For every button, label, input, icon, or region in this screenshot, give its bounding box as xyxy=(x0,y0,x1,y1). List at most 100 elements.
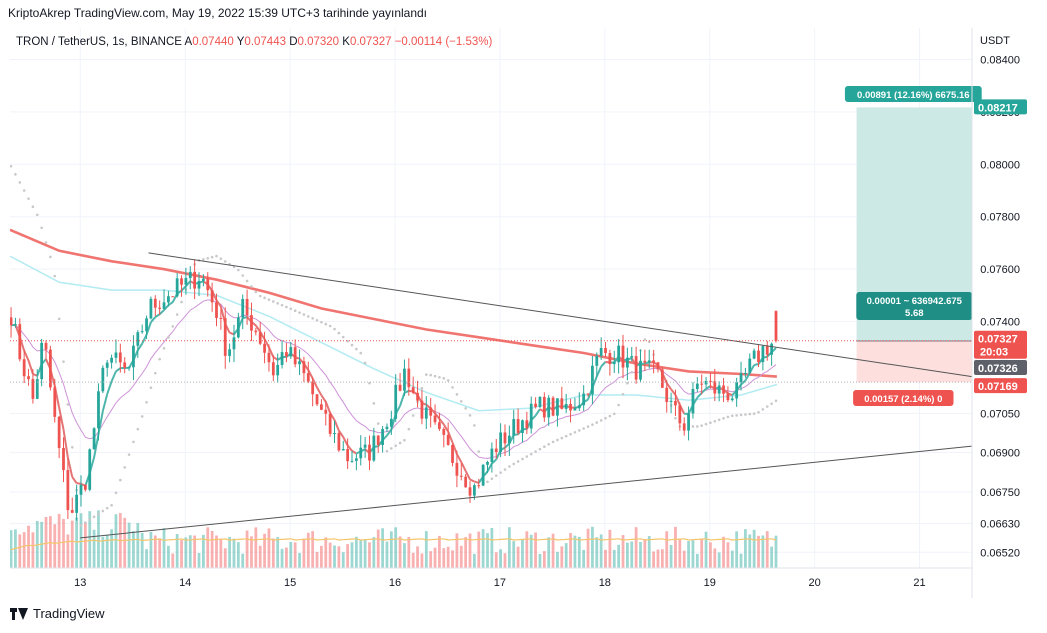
ema-fast-segment xyxy=(185,280,192,287)
volume-bar xyxy=(62,518,65,568)
volume-bar xyxy=(403,543,406,568)
ema-fast-segment xyxy=(438,418,445,426)
position-tool[interactable] xyxy=(856,107,972,383)
psar-dot xyxy=(425,373,428,376)
candle-body xyxy=(320,404,323,410)
candle-body xyxy=(127,367,131,369)
psar-dot xyxy=(254,290,258,294)
candle-body xyxy=(503,432,507,444)
ema-short-line xyxy=(10,299,777,460)
volume-bar xyxy=(700,539,704,568)
candle-body xyxy=(621,345,625,368)
ema-fast-segment xyxy=(434,412,441,420)
psar-dot xyxy=(306,315,310,318)
volume-bar xyxy=(350,542,354,568)
candle-body xyxy=(560,398,564,409)
volume-bar xyxy=(599,534,603,568)
legend-key: Y xyxy=(237,36,245,48)
psar-dot xyxy=(298,311,301,314)
center-label-bg xyxy=(856,292,973,320)
psar-dot xyxy=(88,518,92,522)
time-axis[interactable]: 13 14 15 16 17 18 19 20 21 xyxy=(74,577,926,589)
candle-body xyxy=(433,415,437,423)
candle-body xyxy=(490,448,494,462)
stop-label-bg xyxy=(853,390,954,406)
candle-body xyxy=(761,346,765,363)
volume-bar xyxy=(101,536,105,568)
price-axis[interactable]: 0.084000.082000.080000.078000.076000.074… xyxy=(980,54,1020,559)
candle-body xyxy=(354,458,358,461)
ema-fast-segment xyxy=(491,458,497,465)
volume-bar xyxy=(127,522,131,568)
position-labels[interactable]: 0.00891 (12.16%) 6675.16 0.00001 ~ 636942… xyxy=(844,86,982,406)
ema-fast-segment xyxy=(486,462,493,472)
candle-body xyxy=(79,484,83,495)
ema-fast-segment xyxy=(145,321,152,336)
ema-fast-segment xyxy=(399,392,406,407)
trendlines[interactable] xyxy=(80,252,973,539)
candle-body xyxy=(241,298,245,318)
price-chart[interactable]: 0.00891 (12.16%) 6675.16 0.00001 ~ 636942… xyxy=(9,28,1037,598)
psar-dot xyxy=(709,421,712,425)
volume-bar xyxy=(765,531,769,568)
ema-fast-segment xyxy=(23,350,30,362)
ema-fast-segment xyxy=(58,407,65,430)
psar-dot xyxy=(158,357,161,361)
volume-bar xyxy=(726,542,730,568)
candles[interactable] xyxy=(9,259,778,521)
psar-dot xyxy=(582,427,585,430)
candle-body xyxy=(232,337,236,350)
psar-dot xyxy=(62,360,65,363)
psar-dot xyxy=(119,478,122,482)
ema-fast-segment xyxy=(316,387,323,396)
psar-dot xyxy=(534,450,537,453)
ema-fast-segment xyxy=(342,436,349,446)
time-tick-label: 15 xyxy=(284,577,296,589)
candle-body xyxy=(333,433,336,435)
volume-bar xyxy=(175,534,179,568)
candle-body xyxy=(656,362,660,370)
psar-dot xyxy=(215,254,218,258)
candle-body xyxy=(22,359,26,377)
volume-bar xyxy=(18,534,22,568)
psar-dot xyxy=(337,331,341,335)
candle-body xyxy=(739,373,743,383)
psar-dot xyxy=(503,468,507,471)
ema-fast-segment xyxy=(534,408,541,417)
ema-fast-segment xyxy=(727,392,733,397)
price-tag-countdown: 20:03 xyxy=(980,347,1008,359)
volume-bar xyxy=(254,527,258,568)
volume-bar xyxy=(560,546,564,568)
psar-dot xyxy=(473,424,476,427)
ema-fast-segment xyxy=(404,389,410,394)
candle-body xyxy=(324,409,328,414)
time-tick-label: 20 xyxy=(809,577,821,589)
psar-dot xyxy=(315,318,319,322)
tradingview-brand[interactable]: TradingView xyxy=(10,606,105,621)
candle-body xyxy=(464,476,468,488)
candle-body xyxy=(350,460,354,462)
volume-bar xyxy=(136,523,140,568)
psar-dot xyxy=(289,307,293,311)
candle-body xyxy=(289,347,293,357)
candle-body xyxy=(586,393,590,395)
volume-bar xyxy=(595,537,599,568)
psar-dot xyxy=(717,418,721,422)
ema-fast-segment xyxy=(474,480,480,484)
ema-fast-segment xyxy=(27,360,34,375)
psar-dot xyxy=(512,462,516,466)
volume-bar xyxy=(617,544,621,568)
volume-bar xyxy=(31,532,35,568)
candle-body xyxy=(293,347,297,365)
volume-bar xyxy=(389,531,393,568)
parabolic-sar xyxy=(9,164,778,527)
psar-dot xyxy=(202,258,205,261)
volume-bar xyxy=(228,536,231,568)
candle-body xyxy=(162,302,166,309)
candle-body xyxy=(110,357,113,363)
psar-dot xyxy=(612,412,616,416)
volume-bar xyxy=(372,537,376,568)
volume-bar xyxy=(507,527,511,568)
chart-area[interactable]: 0.00891 (12.16%) 6675.16 0.00001 ~ 636942… xyxy=(9,28,1037,598)
